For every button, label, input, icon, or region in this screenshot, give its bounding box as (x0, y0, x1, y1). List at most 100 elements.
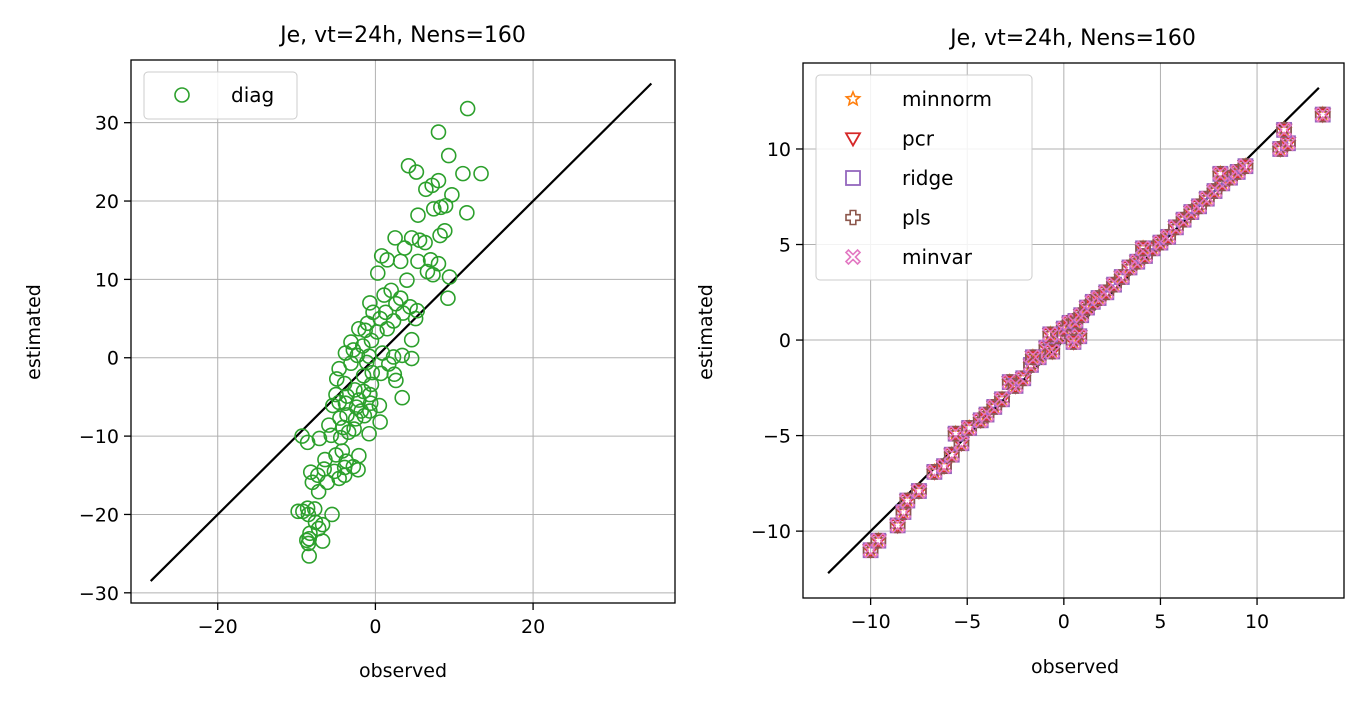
data-point-diag (403, 331, 420, 348)
data-point-diag (440, 290, 456, 306)
data-point-pls (1314, 106, 1331, 123)
right-scatter-points (861, 105, 1332, 560)
data-point-diag (422, 252, 439, 268)
data-point-minvar (1044, 343, 1061, 360)
x-tick-label: 0 (369, 616, 381, 638)
legend-marker-ridge (845, 170, 861, 186)
data-point-minvar (1183, 203, 1200, 221)
x-tick-label: 0 (1058, 611, 1070, 633)
y-tick-label: 5 (779, 235, 791, 257)
data-point-diag (336, 467, 353, 484)
y-tick-label: 0 (107, 348, 119, 370)
data-point-pls (1042, 326, 1059, 343)
data-point-diag (432, 227, 448, 244)
legend-marker-minvar (844, 248, 862, 266)
data-point-minvar (1121, 259, 1138, 276)
data-point-diag (331, 360, 347, 377)
legend-label-pls: pls (902, 206, 931, 230)
data-point-minvar (1015, 370, 1032, 387)
data-point-pls (1106, 276, 1122, 293)
data-point-pls (1280, 135, 1296, 152)
data-point-diag (379, 320, 396, 337)
data-point-diag (372, 414, 388, 430)
data-point-pls (1191, 198, 1207, 215)
data-point-minvar (1279, 135, 1297, 152)
data-point-diag (392, 253, 409, 270)
data-point-diag (430, 124, 447, 140)
data-point-diag (403, 350, 420, 367)
y-tick-label: −20 (79, 504, 119, 526)
data-point-diag (290, 503, 306, 520)
data-point-minvar (1067, 312, 1084, 330)
data-point-diag (317, 451, 333, 468)
data-point-diag (337, 395, 354, 411)
left-grid (131, 60, 675, 603)
left-plot-frame (130, 59, 676, 604)
data-point-diag (325, 397, 341, 414)
data-point-minvar (1042, 326, 1059, 343)
data-point-pls (1206, 183, 1223, 199)
data-point-diag (392, 290, 409, 306)
data-point-diag (409, 302, 425, 319)
data-point-pls (1007, 378, 1024, 394)
legend-marker-minnorm (844, 89, 862, 107)
data-point-diag (388, 372, 404, 389)
y-tick-label: 10 (95, 269, 119, 291)
data-point-minvar (1134, 240, 1152, 257)
data-point-minvar (1229, 163, 1246, 181)
data-point-pls (1135, 240, 1151, 257)
data-point-diag (347, 411, 364, 427)
right-chart: Je, vt=24h, Nens=160 −10 −5 0 5 10 −10 −5 0 5 10… (695, 26, 1345, 678)
legend-marker-diag (174, 87, 190, 103)
left-chart: Je, vt=24h, Nens=160 −20 0 20 −30 −20 −10 0 10… (23, 23, 676, 682)
data-point-diag (394, 389, 411, 406)
y-tick-label: −5 (763, 426, 791, 448)
left-chart-title: Je, vt=24h, Nens=160 (278, 23, 526, 48)
right-plot-frame (802, 62, 1345, 599)
x-tick-label: −5 (953, 611, 981, 633)
legend-label-pcr: pcr (902, 127, 935, 151)
left-y-ticks: −30 −20 −10 0 10 20 30 (79, 113, 131, 605)
data-point-pls (947, 425, 964, 442)
legend-marker-pcr (844, 132, 862, 148)
data-point-pls (961, 420, 977, 436)
data-point-diag (369, 265, 386, 281)
data-point-diag (425, 201, 442, 217)
data-point-diag (314, 516, 331, 533)
y-tick-label: 0 (779, 330, 791, 352)
data-point-diag (407, 310, 424, 327)
data-point-diag (440, 147, 457, 164)
data-point-pls (1044, 343, 1061, 360)
y-tick-label: −30 (79, 583, 119, 605)
identity-line (149, 82, 653, 582)
legend-label-ridge: ridge (902, 166, 953, 190)
data-point-diag (362, 395, 379, 411)
data-point-minvar (1024, 349, 1042, 366)
data-point-diag (324, 506, 340, 523)
data-point-diag (399, 272, 415, 288)
data-point-minvar (889, 517, 906, 534)
data-point-diag (459, 100, 476, 117)
data-point-diag (350, 461, 366, 478)
right-legend-box (815, 74, 1033, 281)
right-y-axis-label: estimated (695, 284, 717, 380)
data-point-minvar (1214, 175, 1231, 192)
data-point-diag (364, 364, 381, 381)
data-point-pls (899, 492, 916, 509)
data-point-diag (345, 458, 362, 475)
data-point-minvar (1152, 234, 1169, 251)
data-point-diag (455, 165, 471, 182)
data-point-diag (430, 172, 447, 189)
x-tick-label: −10 (851, 611, 891, 633)
legend-label-minvar: minvar (902, 245, 973, 269)
data-point-minvar (1129, 253, 1146, 270)
data-point-minvar (1314, 106, 1331, 123)
data-point-diag (328, 371, 345, 387)
data-point-minvar (910, 482, 928, 500)
data-point-diag (340, 424, 357, 440)
data-point-diag (302, 464, 319, 480)
data-point-pls (1098, 284, 1115, 301)
data-point-diag (387, 230, 403, 246)
x-tick-label: −20 (198, 616, 238, 638)
